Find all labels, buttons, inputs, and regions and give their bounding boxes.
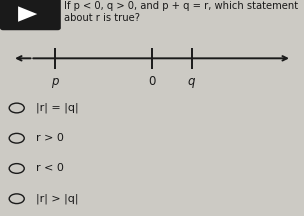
Text: If p < 0, q > 0, and p + q = r, which statement about r is true?: If p < 0, q > 0, and p + q = r, which st… — [64, 1, 298, 23]
FancyBboxPatch shape — [0, 0, 61, 30]
Text: r > 0: r > 0 — [36, 133, 64, 143]
Text: |r| > |q|: |r| > |q| — [36, 194, 79, 204]
Text: 0: 0 — [148, 75, 156, 87]
Text: r < 0: r < 0 — [36, 164, 64, 173]
Polygon shape — [18, 6, 37, 22]
Text: q: q — [188, 75, 195, 87]
Text: p: p — [51, 75, 58, 87]
Text: |r| = |q|: |r| = |q| — [36, 103, 79, 113]
